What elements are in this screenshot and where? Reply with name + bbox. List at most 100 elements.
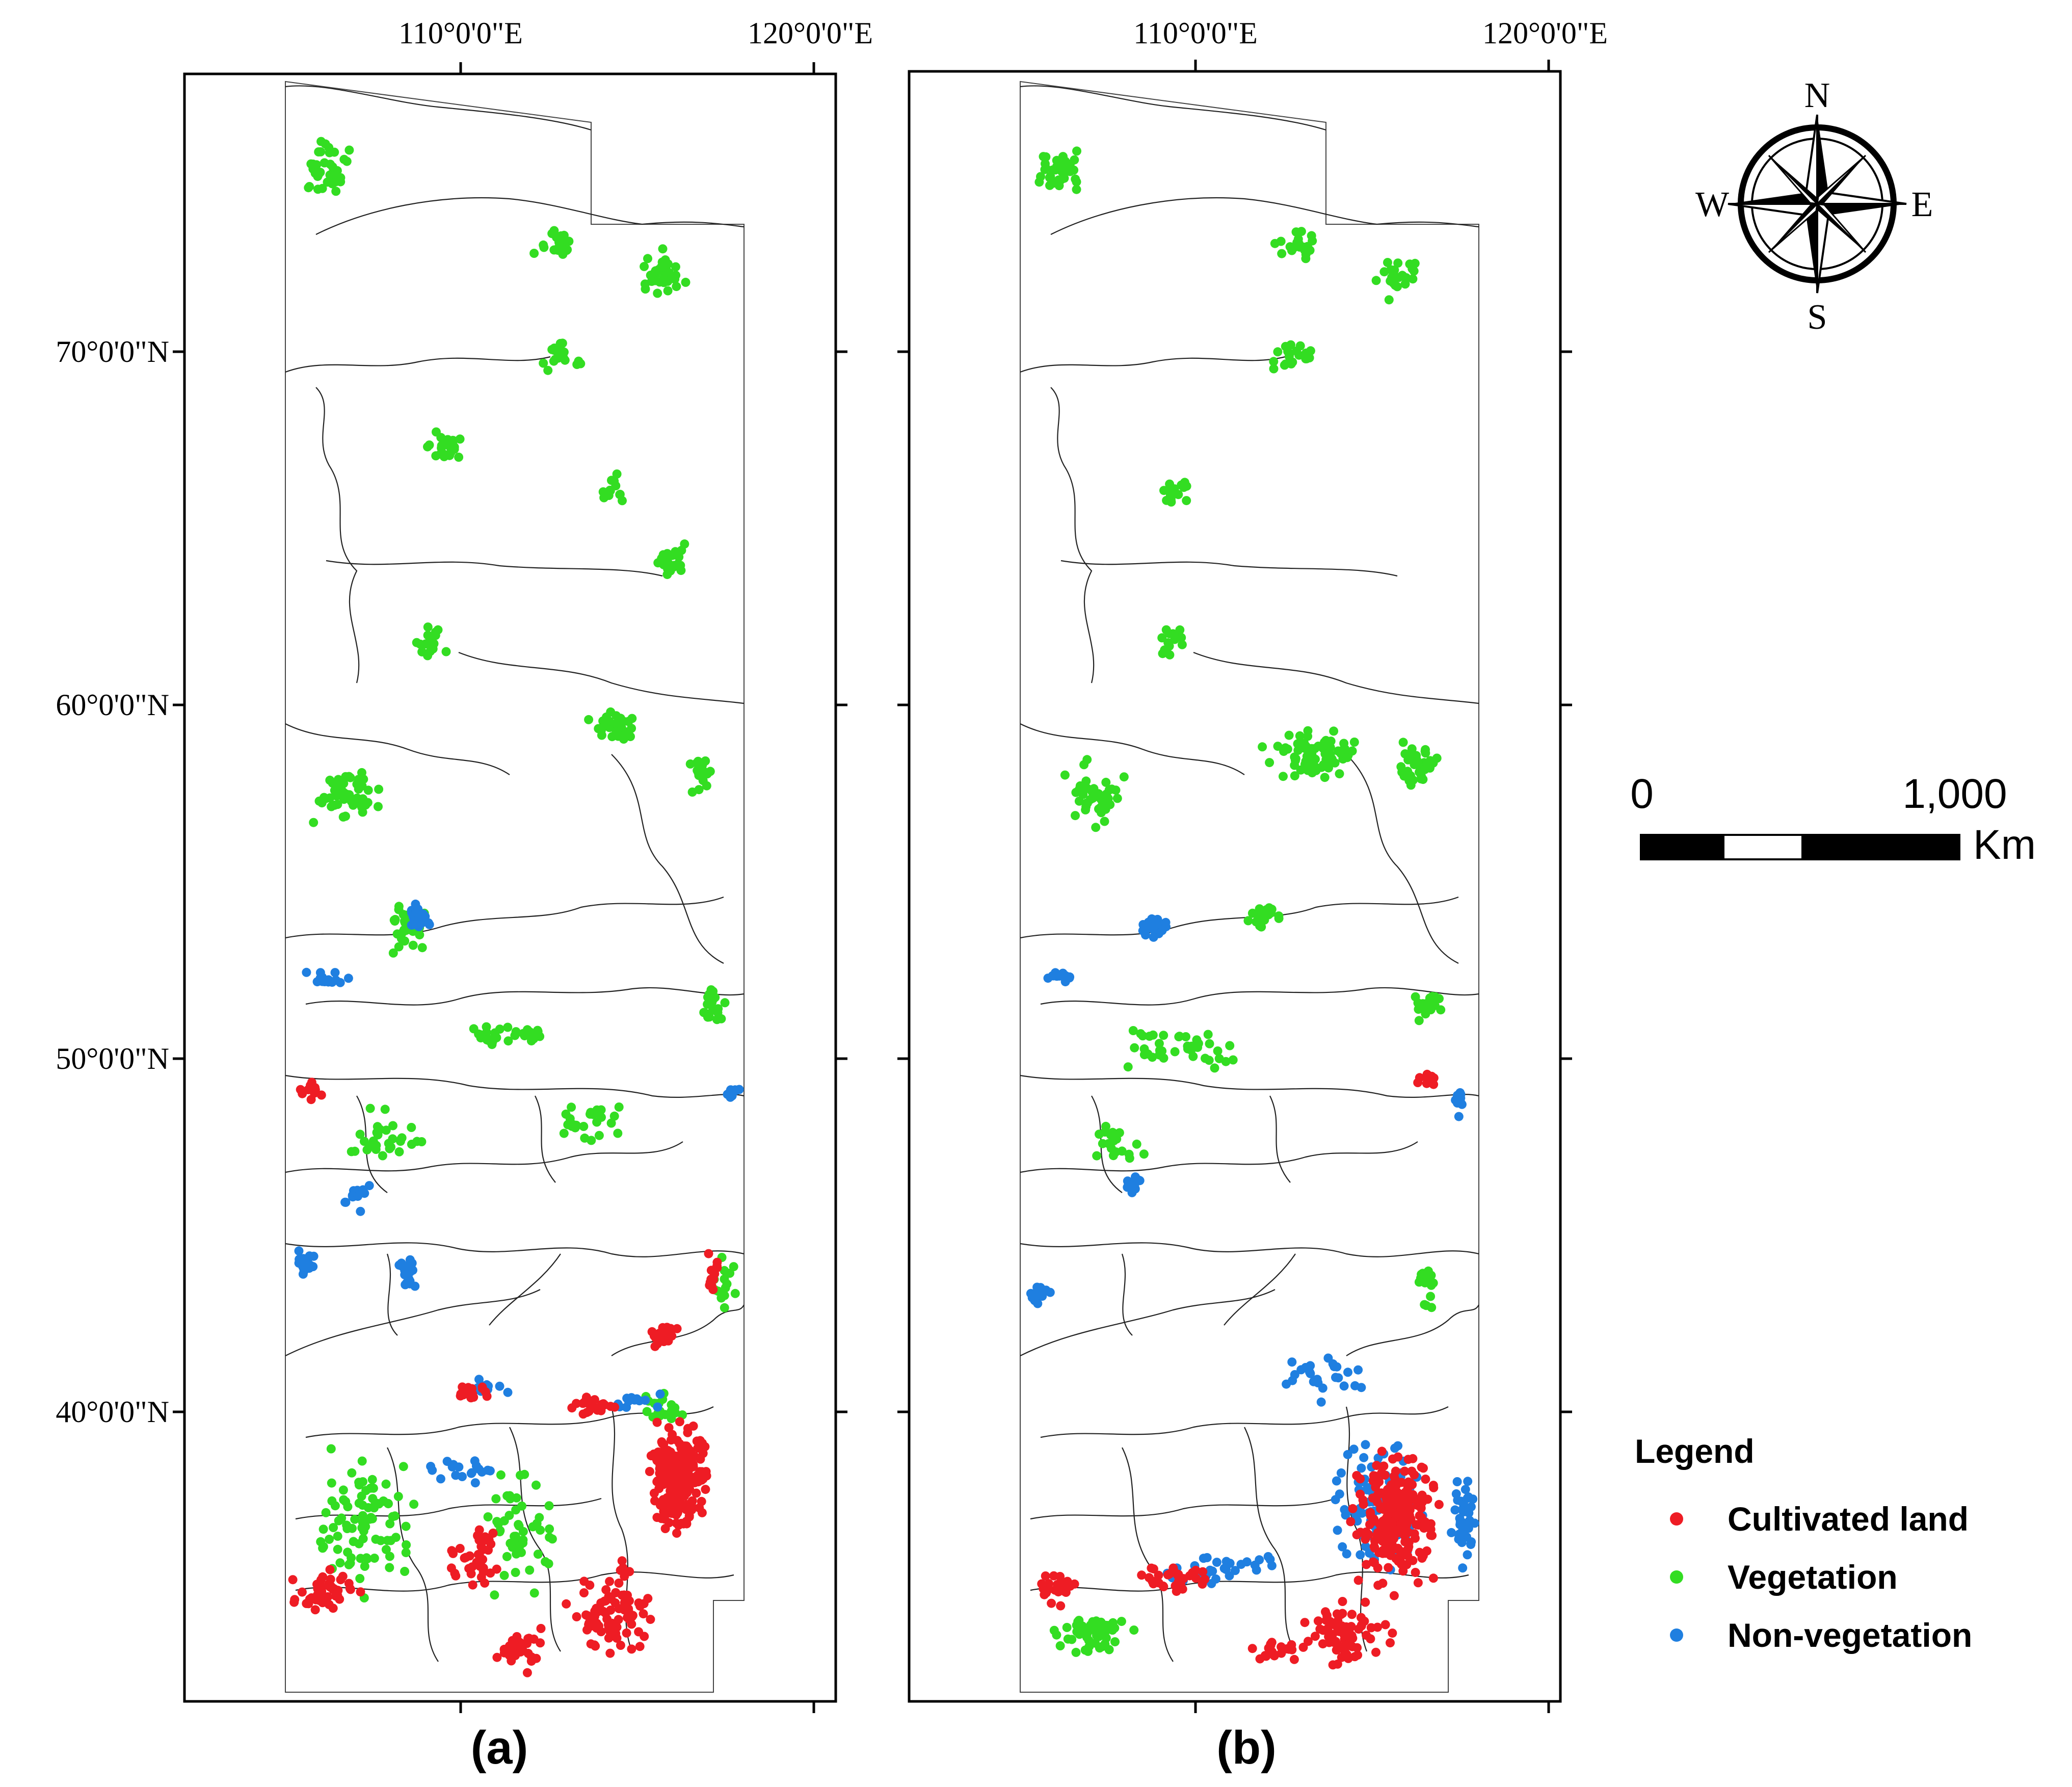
sample-point-vegetation	[358, 1517, 367, 1527]
sample-point-vegetation	[374, 784, 384, 794]
sample-point-vegetation	[432, 427, 441, 437]
sample-point-vegetation	[408, 940, 418, 950]
sample-point-non-vegetation	[1287, 1357, 1297, 1367]
sample-point-vegetation	[1436, 1005, 1446, 1015]
sample-point-cultivated	[677, 1449, 686, 1458]
sample-point-vegetation	[1398, 738, 1408, 747]
sample-point-vegetation	[609, 1111, 619, 1121]
sample-point-cultivated	[635, 1642, 645, 1651]
sample-point-cultivated	[307, 1593, 316, 1602]
lat-label-60: 60°0'0"N	[56, 688, 169, 722]
sample-point-vegetation	[381, 1479, 391, 1489]
panel-a: 110°0'0"E 120°0'0"E 70°0'0"N 60°0'0"N 50…	[56, 16, 873, 1774]
sample-point-vegetation	[702, 769, 712, 779]
sample-point-cultivated	[1347, 1610, 1357, 1619]
sample-point-cultivated	[653, 1447, 663, 1457]
sample-point-vegetation	[1103, 794, 1113, 803]
sample-point-vegetation	[1159, 1031, 1168, 1040]
sample-points-b	[1026, 146, 1479, 1670]
sample-point-vegetation	[596, 1105, 606, 1115]
sample-point-vegetation	[1158, 649, 1167, 659]
sample-point-vegetation	[424, 632, 434, 641]
sample-point-vegetation	[1260, 915, 1269, 925]
scale-bar-end-label: 1,000	[1902, 771, 2007, 817]
sample-point-vegetation	[358, 1477, 367, 1487]
sample-point-vegetation	[1290, 771, 1299, 781]
sample-point-vegetation	[539, 358, 548, 368]
sample-point-vegetation	[441, 647, 451, 656]
sample-point-vegetation	[640, 261, 649, 271]
scale-bar: 0 1,000 Km	[1630, 771, 2036, 868]
sample-point-vegetation	[670, 274, 680, 284]
sample-point-vegetation	[1046, 172, 1055, 181]
sample-point-vegetation	[1203, 1030, 1213, 1039]
sample-point-vegetation	[553, 353, 563, 362]
sample-point-vegetation	[656, 262, 666, 272]
legend-cultivated-dot-icon	[1670, 1512, 1683, 1526]
sample-point-cultivated	[290, 1595, 300, 1605]
sample-point-vegetation	[1384, 295, 1394, 305]
sample-point-cultivated	[1172, 1587, 1181, 1596]
sample-point-cultivated	[1348, 1634, 1358, 1643]
sample-point-vegetation	[517, 1501, 526, 1511]
sample-point-cultivated	[600, 1596, 609, 1606]
sample-point-cultivated	[562, 1599, 571, 1609]
sample-point-vegetation	[1165, 479, 1175, 489]
sample-point-vegetation	[337, 791, 347, 800]
sample-point-vegetation	[1293, 739, 1303, 749]
sample-point-vegetation	[544, 1559, 553, 1568]
sample-point-cultivated	[1417, 1462, 1426, 1472]
sample-point-vegetation	[329, 1523, 338, 1532]
sample-point-vegetation	[598, 716, 608, 726]
sample-point-cultivated	[710, 1269, 720, 1279]
sample-point-vegetation	[336, 779, 346, 788]
sample-point-cultivated	[1413, 1078, 1423, 1087]
sample-point-vegetation	[1161, 625, 1171, 635]
sample-point-cultivated	[707, 1281, 716, 1291]
sample-point-cultivated	[592, 1604, 601, 1613]
sample-point-vegetation	[341, 811, 350, 821]
sample-point-vegetation	[1228, 1055, 1238, 1065]
sample-point-non-vegetation	[1202, 1553, 1212, 1562]
sample-point-vegetation	[360, 1562, 369, 1571]
sample-point-vegetation	[1305, 246, 1315, 255]
sample-point-non-vegetation	[1048, 971, 1057, 981]
sample-point-non-vegetation	[1463, 1477, 1473, 1486]
sample-point-cultivated	[712, 1257, 722, 1267]
sample-point-vegetation	[533, 1549, 543, 1559]
sample-point-cultivated	[659, 1329, 669, 1339]
sample-point-vegetation	[380, 1105, 390, 1114]
sample-point-cultivated	[1412, 1520, 1421, 1530]
sample-point-cultivated	[468, 1580, 477, 1590]
sample-point-vegetation	[321, 139, 330, 149]
sample-point-cultivated	[476, 1542, 486, 1552]
sample-point-vegetation	[393, 1492, 403, 1501]
sample-point-cultivated	[1417, 1554, 1427, 1563]
compass-s-label: S	[1808, 298, 1827, 337]
sample-point-vegetation	[1071, 174, 1080, 184]
sample-point-vegetation	[1430, 992, 1440, 1002]
sample-point-vegetation	[367, 1475, 377, 1484]
sample-point-vegetation	[1059, 165, 1069, 174]
sample-point-vegetation	[496, 1470, 506, 1480]
sample-point-cultivated	[1313, 1616, 1323, 1626]
sample-point-vegetation	[672, 282, 681, 292]
sample-point-vegetation	[721, 1283, 730, 1293]
sample-point-non-vegetation	[302, 967, 311, 977]
sample-point-cultivated	[683, 1467, 693, 1477]
sample-point-cultivated	[1402, 1520, 1412, 1530]
sample-point-cultivated	[639, 1609, 648, 1619]
sample-point-non-vegetation	[1463, 1493, 1472, 1503]
sample-point-non-vegetation	[1349, 1444, 1359, 1454]
sample-point-cultivated	[1372, 1497, 1382, 1507]
sample-point-vegetation	[1325, 743, 1335, 752]
sample-point-cultivated	[616, 1641, 625, 1650]
lat-label-70: 70°0'0"N	[56, 335, 169, 369]
sample-point-vegetation	[401, 1521, 411, 1531]
sample-point-vegetation	[388, 1134, 397, 1144]
sample-point-cultivated	[1322, 1611, 1332, 1620]
sample-point-cultivated	[1400, 1466, 1410, 1476]
sample-point-vegetation	[339, 154, 349, 164]
sample-point-cultivated	[1298, 1642, 1308, 1652]
sample-point-non-vegetation	[407, 920, 416, 930]
